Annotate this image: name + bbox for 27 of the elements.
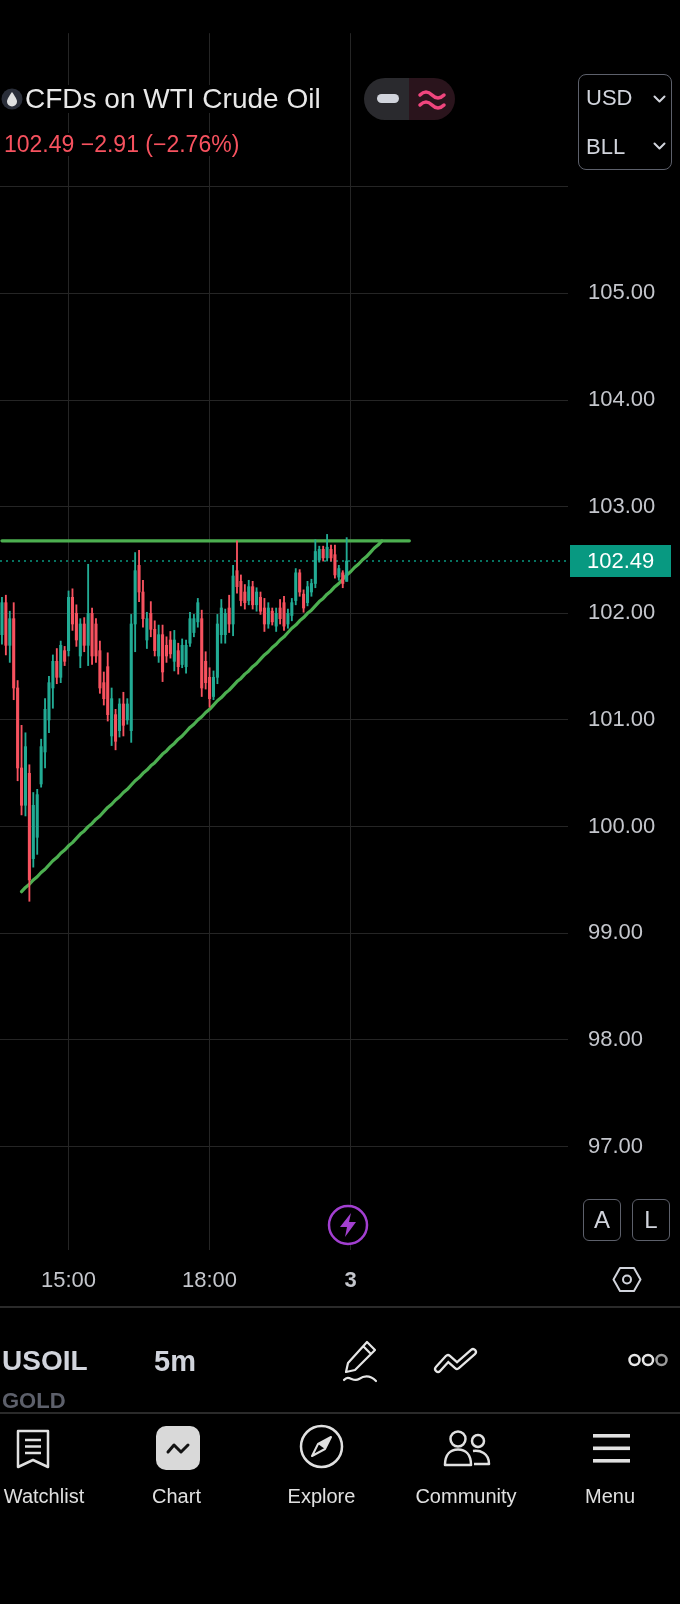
ref-line-label: 102.49 (587, 548, 655, 574)
y-tick-label: 104.00 (588, 386, 656, 412)
y-tick-label: 103.00 (588, 492, 656, 518)
x-tick-label: 3 (344, 1267, 357, 1293)
text: L (644, 1206, 658, 1233)
text: CFDs on WTI Crude Oil (25, 83, 321, 114)
y-tick-label: 102.00 (588, 599, 656, 625)
text: USD (586, 85, 633, 110)
x-tick-label: 18:00 (182, 1267, 238, 1293)
y-tick-label: 97.00 (588, 1132, 644, 1158)
text: A (593, 1206, 611, 1233)
text: Explore (287, 1485, 356, 1507)
text: USOIL (2, 1345, 88, 1376)
y-tick-label: 99.00 (588, 919, 644, 945)
text: Chart (152, 1485, 201, 1507)
x-tick-label: 15:00 (41, 1267, 97, 1293)
text: GOLD (2, 1388, 66, 1413)
text: 5m (154, 1345, 196, 1377)
text: Watchlist (3, 1485, 85, 1507)
y-tick-label: 98.00 (588, 1025, 644, 1051)
y-tick-label: 100.00 (588, 812, 656, 838)
y-tick-label: 101.00 (588, 706, 656, 732)
text: 102.49 −2.91 (−2.76%) (4, 131, 240, 157)
text: Community (415, 1485, 517, 1507)
text: Menu (584, 1485, 636, 1507)
y-tick-label: 105.00 (588, 279, 656, 305)
text: BLL (586, 134, 626, 159)
